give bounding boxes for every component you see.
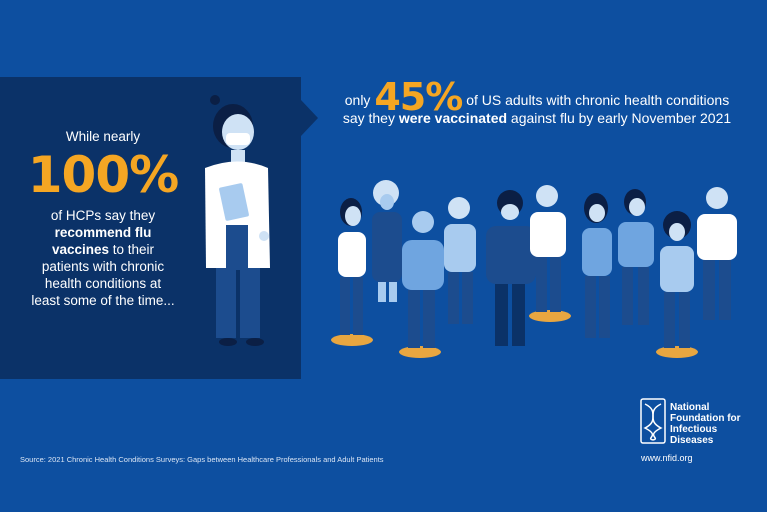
person-figure <box>338 198 366 335</box>
logo-line-1: National <box>670 402 710 413</box>
person-figure <box>660 211 694 348</box>
hcp-line-1: of HCPs say they <box>50 208 156 223</box>
crowd-figures <box>338 180 737 348</box>
panel-pointer <box>301 100 318 136</box>
source-note: Source: 2021 Chronic Health Conditions S… <box>20 455 384 464</box>
nfid-logo-text: National Foundation for Infectious Disea… <box>670 402 765 446</box>
person-figure <box>486 190 536 346</box>
person-figure <box>582 193 612 338</box>
hcp-percent: 100% <box>27 146 179 204</box>
person-figure <box>372 180 402 302</box>
hcp-line-3-rest: to their <box>109 242 155 257</box>
hcp-bold-2: vaccines <box>51 242 109 257</box>
hcp-line-5: health conditions at <box>44 276 162 291</box>
hcp-statement: While nearly 100% of HCPs say they recom… <box>18 128 188 309</box>
adults-statement: only 45% of US adults with chronic healt… <box>322 78 752 127</box>
ground-shadows <box>331 310 698 358</box>
logo-line-2: Foundation for <box>670 413 741 424</box>
adults-say-they: say they <box>342 110 395 126</box>
hcp-line-4: patients with chronic <box>41 259 165 274</box>
person-figure <box>444 197 476 324</box>
person-figure <box>618 189 654 325</box>
doctor-figure <box>205 95 270 346</box>
website-link[interactable]: www.nfid.org <box>641 453 693 463</box>
hcp-line-2: recommend flu <box>18 224 188 241</box>
adults-rest-1: of US adults with chronic health conditi… <box>466 92 730 108</box>
adults-only: only <box>344 92 371 108</box>
adults-line-1: only 45% of US adults with chronic healt… <box>322 78 752 116</box>
logo-line-4: Diseases <box>670 435 714 446</box>
hcp-intro: While nearly <box>65 129 141 144</box>
person-figure <box>402 211 444 348</box>
person-figure <box>530 185 566 312</box>
hcp-bold-1: recommend flu <box>54 225 152 240</box>
hcp-line-3: vaccines to their <box>18 241 188 258</box>
person-figure <box>697 187 737 320</box>
adults-line-2: say they were vaccinated against flu by … <box>322 109 752 127</box>
adults-percent: 45% <box>374 75 463 119</box>
logo-line-3: Infectious <box>670 424 718 435</box>
hcp-line-6: least some of the time... <box>31 293 175 308</box>
adults-rest-2: against flu by early November 2021 <box>510 110 732 126</box>
nfid-logo-icon <box>640 398 666 444</box>
adults-bold: were vaccinated <box>398 110 508 126</box>
